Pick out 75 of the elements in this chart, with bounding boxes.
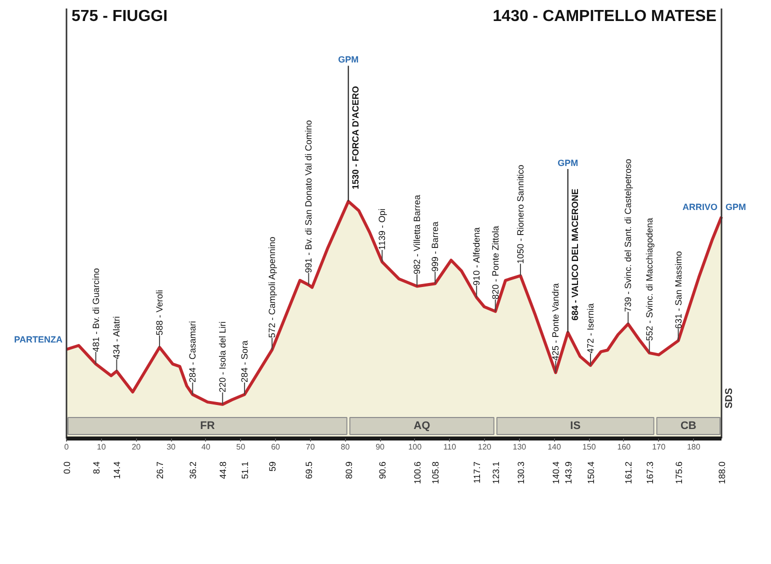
band-label: IS: [570, 420, 581, 432]
x-tick-label: 120: [478, 442, 492, 452]
x2-tick-label: 130.3: [516, 461, 526, 484]
x-tick-label: 150: [582, 442, 596, 452]
x-tick-label: 40: [201, 442, 211, 452]
data-label: 434 - Alatri: [112, 316, 122, 360]
x-tick-label: 180: [686, 442, 701, 452]
ref-line-label: 575 - FIUGGI: [72, 8, 168, 25]
data-label: 1050 - Rionero Sannitico: [515, 164, 526, 264]
x2-tick-label: 105.8: [430, 461, 441, 484]
x2-tick-label: 140.4: [551, 461, 562, 484]
data-label: 284 - Sora: [240, 340, 250, 382]
x2-tick-label: 36.2: [188, 461, 198, 480]
ref-line-label: 1430 - CAMPITELLO MATESE: [492, 8, 717, 25]
x2-tick-label: 51.1: [240, 461, 250, 480]
data-label: 991 - Bv. di San Donato Val di Comino: [304, 120, 314, 273]
annotation: ARRIVO: [682, 202, 718, 212]
x-tick-label: 110: [443, 442, 457, 452]
data-label: 481 - Bv. di Guarcino: [90, 268, 101, 352]
data-label: 910 - Alfedena: [472, 227, 482, 286]
x2-tick-label: 59: [268, 461, 278, 472]
x-tick-label: 30: [166, 442, 176, 452]
x2-tick-label: 161.2: [624, 461, 634, 484]
data-label: 1530 - FORCA D'ACERO: [350, 86, 360, 190]
x2-tick-label: 143.9: [563, 461, 574, 484]
x2-tick-label: 100.6: [412, 461, 422, 484]
annotation: PARTENZA: [14, 334, 63, 344]
x2-tick-label: 188.0: [717, 461, 727, 484]
data-label: 220 - Isola del Liri: [218, 321, 228, 392]
data-label: 425 - Ponte Vandra: [550, 283, 561, 361]
annotation: GPM: [338, 54, 359, 65]
band-label: FR: [200, 420, 215, 432]
x2-tick-label: 80.9: [344, 461, 354, 480]
x-tick-label: 20: [132, 442, 142, 452]
x2-tick-label: 14.4: [112, 461, 122, 480]
data-label: 472 - Isernia: [586, 303, 596, 354]
annotation: GPM: [726, 202, 746, 212]
x-tick-label: 70: [306, 442, 316, 452]
x2-tick-label: 69.5: [304, 461, 314, 480]
x-tick-label: 90: [376, 442, 386, 452]
x2-tick-label: 44.8: [218, 461, 228, 480]
x-tick-label: 0: [64, 442, 70, 452]
x-tick-label: 80: [340, 442, 350, 452]
x2-tick-label: 0.0: [62, 461, 72, 474]
x-tick-label: 170: [652, 442, 666, 452]
data-label: 631 - San Massimo: [673, 251, 684, 329]
x2-tick-label: 123.1: [490, 461, 501, 484]
band-label: AQ: [414, 420, 431, 432]
x2-tick-label: 175.6: [674, 461, 684, 484]
data-label: 552 - Svinc. di Macchiagodena: [644, 218, 654, 341]
x2-tick-label: 150.4: [586, 461, 596, 484]
text: SDS: [724, 388, 735, 408]
data-label: 284 - Casamari: [188, 320, 198, 382]
x2-tick-label: 167.3: [644, 461, 655, 484]
data-label: 999 - Barrea: [430, 222, 440, 272]
band-label: CB: [680, 420, 696, 432]
data-label: 684 - VALICO DEL MACERONE: [570, 188, 580, 320]
x-tick-label: 140: [548, 442, 562, 452]
data-label: 572 - Campoli Appennino: [267, 236, 278, 338]
x2-tick-label: 26.7: [155, 461, 166, 480]
data-label: 982 - Villetta Barrea: [412, 194, 422, 274]
data-label: 739 - Svinc. del Sant. di Castelpetroso: [623, 158, 634, 312]
x-tick-label: 100: [408, 442, 422, 452]
x-tick-label: 160: [617, 442, 632, 452]
x-tick-label: 60: [271, 442, 281, 452]
data-label: 1139 - Opi: [377, 208, 388, 250]
x2-tick-label: 8.4: [91, 461, 102, 474]
data-label: 588 - Veroli: [154, 290, 165, 336]
x2-tick-label: 90.6: [378, 461, 388, 480]
x-tick-label: 10: [96, 442, 106, 452]
x-tick-label: 130: [512, 442, 527, 452]
x-tick-label: 50: [236, 442, 246, 452]
annotation: GPM: [558, 158, 578, 168]
data-label: 820 - Ponte Zittola: [490, 226, 500, 300]
x2-tick-label: 117.7: [472, 461, 482, 484]
